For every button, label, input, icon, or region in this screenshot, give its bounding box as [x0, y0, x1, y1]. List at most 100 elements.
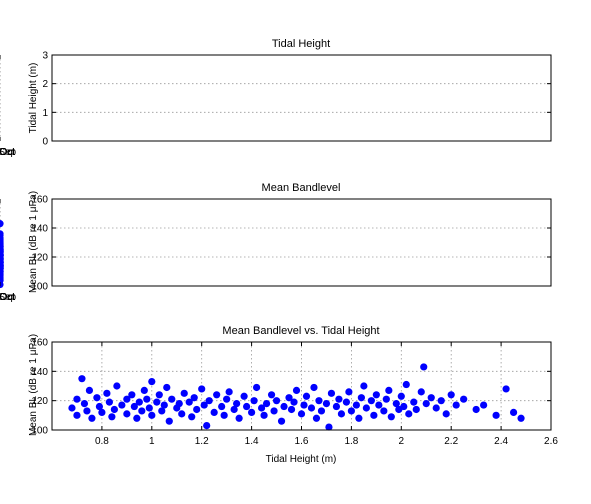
data-point: [178, 410, 186, 418]
data-point: [138, 407, 146, 415]
data-point: [417, 388, 425, 396]
data-point: [342, 398, 351, 406]
data-point: [78, 375, 86, 383]
data-point: [460, 395, 468, 403]
data-point: [68, 404, 76, 412]
data-point: [85, 386, 94, 394]
x-axis-label: Tidal Height (m): [266, 454, 337, 465]
data-point: [277, 417, 286, 425]
x-axis: 26-Sep01-Oct06-Oct11-Oct16-Oct21-Oct26-O…: [0, 55, 17, 158]
data-point: [155, 391, 163, 399]
y-tick-label: 2: [42, 79, 48, 90]
data-point: [243, 402, 251, 411]
mean-bandlevel-chart: Mean Bandlevel Mean BL (dB re 1 μPa) 26-…: [0, 182, 552, 303]
y-tick-label: 100: [31, 426, 48, 437]
data-point: [252, 383, 261, 392]
x-tick-label: 16-Oct: [0, 147, 15, 158]
y-tick-label: 140: [31, 367, 48, 378]
bandlevel-points: [0, 220, 4, 289]
data-point: [240, 392, 248, 400]
chart-title: Mean Bandlevel: [262, 182, 341, 194]
data-point: [360, 382, 368, 390]
data-point: [357, 394, 365, 402]
data-point: [380, 407, 388, 415]
chart-title: Mean Bandlevel vs. Tidal Height: [222, 325, 379, 337]
data-point: [168, 395, 176, 403]
data-point: [73, 395, 81, 403]
x-tick-label: 16-Oct: [0, 292, 15, 303]
tidal-height-chart: Tidal Height Tidal Height (m) 26-Sep01-O…: [0, 38, 552, 158]
data-point: [188, 413, 196, 421]
data-point: [267, 391, 276, 399]
data-point: [153, 398, 161, 406]
chart-title: Tidal Height: [272, 38, 330, 50]
data-point: [492, 411, 500, 419]
x-tick-label: 21-Oct: [0, 292, 15, 303]
x-tick-label: 26-Sep: [0, 292, 17, 303]
data-point: [410, 398, 418, 406]
data-point: [135, 398, 143, 406]
data-point: [180, 389, 188, 397]
data-point: [297, 410, 306, 418]
data-point: [327, 389, 336, 397]
data-point: [270, 407, 278, 415]
data-point: [322, 400, 331, 408]
x-tick-label: 1: [149, 436, 155, 447]
x-tick-label: 26-Oct: [0, 147, 15, 158]
grid: [0, 199, 551, 286]
data-point: [105, 398, 113, 406]
data-point: [367, 397, 375, 405]
x-tick-label: 11-Oct: [0, 292, 15, 303]
data-point: [332, 402, 341, 411]
x-tick-label: 06-Oct: [0, 292, 15, 303]
x-tick-label: 2.6: [544, 436, 558, 447]
x-tick-label: 06-Oct: [0, 147, 15, 158]
y-axis: 100 120 140 160: [31, 338, 551, 437]
data-point: [225, 388, 233, 396]
data-point: [260, 411, 268, 419]
data-point: [145, 404, 153, 412]
data-point: [175, 400, 183, 408]
data-point: [502, 385, 510, 393]
data-point: [250, 397, 258, 405]
y-tick-label: 0: [42, 137, 48, 148]
data-point: [165, 417, 173, 425]
x-tick-label: 11-Oct: [0, 147, 15, 158]
data-point: [337, 410, 346, 418]
grid: [0, 55, 551, 141]
x-tick-label: 21-Oct: [0, 147, 15, 158]
data-point: [352, 401, 360, 409]
data-point: [262, 400, 271, 408]
y-tick-label: 120: [31, 396, 48, 407]
x-tick-label: 2: [399, 436, 405, 447]
data-point: [220, 411, 228, 419]
x-tick-label: 2.2: [444, 436, 458, 447]
data-point: [422, 400, 430, 408]
data-point: [385, 386, 393, 394]
data-point: [287, 405, 296, 414]
data-point: [347, 407, 355, 415]
y-axis: 0 1 2 3: [42, 51, 551, 148]
data-point: [257, 404, 266, 412]
data-point: [427, 394, 435, 402]
data-point: [412, 405, 420, 414]
data-point: [158, 407, 166, 415]
data-point: [190, 394, 198, 402]
x-axis: 26-Sep01-Oct06-Oct11-Oct16-Oct21-Oct26-O…: [0, 199, 17, 303]
data-point: [335, 395, 343, 403]
data-point: [312, 414, 321, 422]
x-tick-label: 1.4: [245, 436, 259, 447]
x-tick-label: 1.2: [195, 436, 209, 447]
data-point: [372, 391, 380, 399]
bandlevel-vs-tide-points: [68, 363, 525, 431]
data-point: [148, 378, 156, 386]
data-point: [300, 401, 308, 409]
data-point: [93, 394, 101, 402]
data-point: [163, 383, 171, 392]
data-point: [230, 405, 238, 414]
data-point: [0, 220, 4, 228]
data-point: [248, 408, 256, 416]
data-point: [73, 411, 81, 419]
data-point: [392, 400, 400, 408]
